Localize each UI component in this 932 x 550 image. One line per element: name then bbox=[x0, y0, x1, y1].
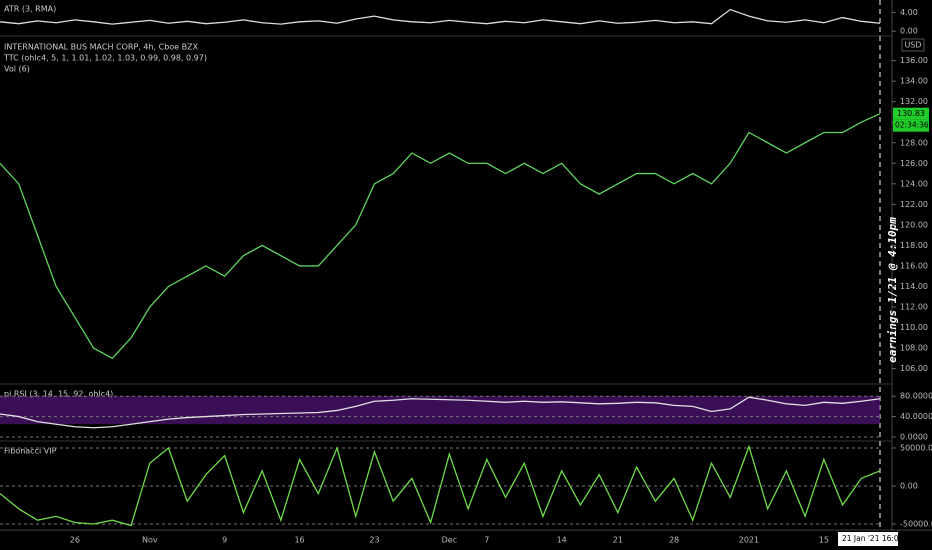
y-tick-label: 110.00 bbox=[900, 323, 928, 332]
y-tick-label: 124.00 bbox=[900, 179, 928, 188]
pane-title: ATR (3, RMA) bbox=[4, 5, 56, 14]
x-tick-label: 15 bbox=[819, 536, 829, 545]
y-tick-label: -50000.00 bbox=[900, 519, 932, 528]
y-tick-label: 108.00 bbox=[900, 344, 928, 353]
x-tick-label: 2021 bbox=[739, 536, 759, 545]
x-tick-label: 21 bbox=[613, 536, 623, 545]
y-tick-label: 0.0000 bbox=[900, 432, 928, 441]
y-tick-label: 126.00 bbox=[900, 159, 928, 168]
pane-title: pi RSI (3, 14, 15, 92, ohlc4) bbox=[4, 390, 113, 399]
crosshair-time: 21 Jan '21 16:00 bbox=[842, 534, 904, 543]
x-tick-label: 28 bbox=[669, 536, 679, 545]
rsi-band bbox=[0, 396, 880, 425]
countdown: 02:34:36 bbox=[895, 121, 929, 130]
x-tick-label: Dec bbox=[442, 536, 457, 545]
currency: USD bbox=[904, 41, 921, 50]
series-line bbox=[0, 113, 881, 360]
y-tick-label: 118.00 bbox=[900, 241, 928, 250]
x-tick-label: 16 bbox=[294, 536, 304, 545]
y-tick-label: 120.00 bbox=[900, 220, 928, 229]
crosshair-box bbox=[838, 532, 898, 546]
y-tick-label: 132.00 bbox=[900, 97, 928, 106]
earnings-annotation: earnings 1/21 @ 4:10pm bbox=[886, 217, 899, 363]
series-line bbox=[0, 8, 881, 25]
y-tick-label: 0.00 bbox=[900, 482, 918, 491]
y-tick-label: 112.00 bbox=[900, 303, 928, 312]
y-tick-label: 40.0000 bbox=[900, 412, 932, 421]
series-line bbox=[0, 396, 881, 429]
y-tick-label: 50000.00 bbox=[900, 444, 932, 453]
x-tick-label: 26 bbox=[70, 536, 80, 545]
currency-box bbox=[901, 38, 925, 52]
y-tick-label: 0.00 bbox=[900, 27, 918, 36]
indicator-title: TTC (ohlc4, 5, 1, 1.01, 1.02, 1.03, 0.99… bbox=[3, 54, 207, 63]
x-tick-label: 23 bbox=[369, 536, 379, 545]
y-tick-label: 4.00 bbox=[900, 8, 918, 17]
countdown-box bbox=[893, 119, 929, 132]
y-tick-label: 122.00 bbox=[900, 200, 928, 209]
last-price-box bbox=[893, 107, 929, 120]
x-tick-label: 14 bbox=[557, 536, 567, 545]
y-tick-label: 128.00 bbox=[900, 138, 928, 147]
y-tick-label: 114.00 bbox=[900, 282, 928, 291]
y-tick-label: 134.00 bbox=[900, 77, 928, 86]
series-line bbox=[0, 444, 881, 527]
y-tick-label: 106.00 bbox=[900, 364, 928, 373]
pane-title: Fibonacci VIP bbox=[4, 447, 57, 456]
x-tick-label: 9 bbox=[222, 536, 227, 545]
volume-title: Vol (6) bbox=[4, 65, 30, 74]
y-tick-label: 116.00 bbox=[900, 261, 928, 270]
x-tick-label: 7 bbox=[484, 536, 489, 545]
y-tick-label: 136.00 bbox=[900, 56, 928, 65]
symbol-title: INTERNATIONAL BUS MACH CORP, 4h, Cboe BZ… bbox=[4, 43, 199, 52]
x-tick-label: Nov bbox=[142, 536, 158, 545]
last-price: 130.83 bbox=[897, 109, 925, 118]
y-tick-label: 80.0000 bbox=[900, 392, 932, 401]
